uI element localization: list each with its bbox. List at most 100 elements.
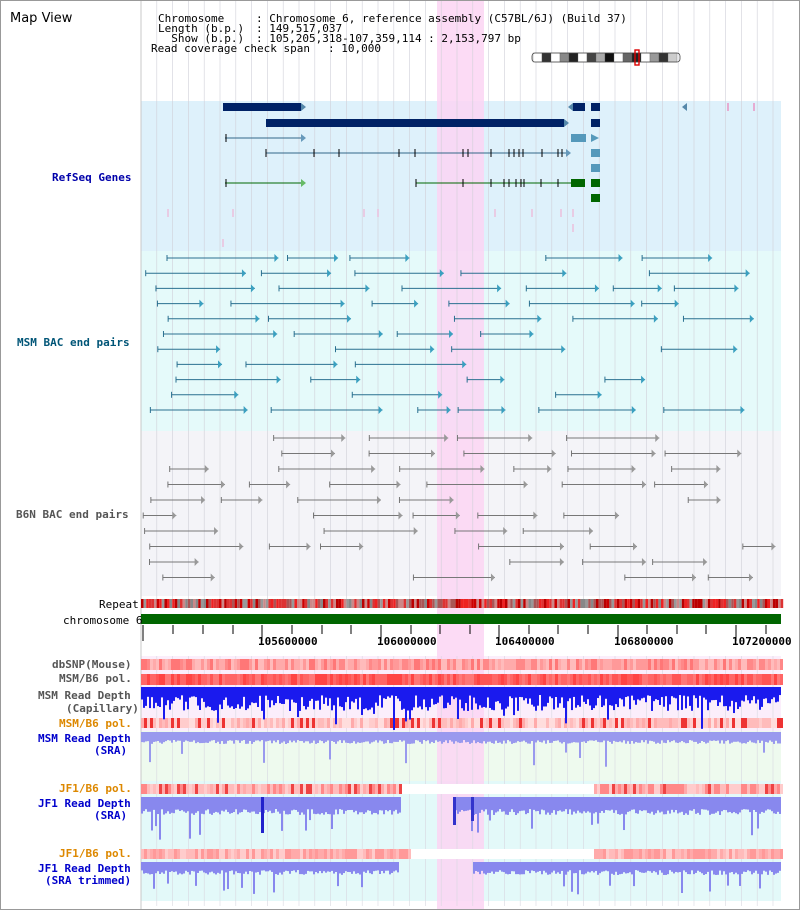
dbsnp-cell [519, 659, 522, 670]
jf1-pol-cell [420, 849, 423, 859]
msm-pol-cell [489, 674, 492, 685]
track-label-jf1-depth-trim[interactable]: JF1 Read Depth [38, 862, 131, 875]
bac-end-arrow-icon [210, 573, 215, 582]
jf1-pol-cell [612, 784, 615, 794]
track-label-b6n-bac[interactable]: B6N BAC end pairs [16, 508, 129, 521]
msm-sra-depth-bar [619, 732, 621, 742]
msm-pol-cell [348, 674, 351, 685]
msm-pol-cell [273, 674, 276, 685]
msm-pol-cell [753, 674, 756, 685]
repeat-block [411, 599, 414, 608]
msm-sra-depth-bar [473, 732, 475, 741]
jf1-pol-cell [573, 784, 576, 794]
jf1-depth-bar [695, 797, 697, 814]
jf1-depth-bar [649, 797, 651, 814]
dbsnp-cell [672, 659, 675, 670]
jf1-trim-depth-bar [477, 862, 479, 872]
dbsnp-cell [657, 659, 660, 670]
length-key: Length (b.p.) [158, 22, 245, 35]
jf1-depth-bar [567, 797, 569, 815]
jf1-pol-cell [732, 784, 735, 794]
jf1-depth-bar [359, 797, 361, 813]
jf1-trim-depth-bar [331, 862, 333, 871]
jf1-trim-depth-bar [701, 862, 703, 874]
repeat-block [211, 599, 214, 608]
msm-depth-bar [463, 687, 465, 711]
coverage-key: Read coverage check span [151, 42, 310, 55]
track-label-jf1-pol-2[interactable]: JF1/B6 pol. [59, 847, 132, 860]
jf1-depth-bar [395, 797, 397, 810]
jf1-depth-bar [701, 797, 703, 810]
msm-pol-cell [456, 718, 459, 728]
repeat-block [546, 599, 550, 608]
track-label-msm-depth-sra[interactable]: MSM Read Depth [38, 732, 131, 745]
msm-pol-cell [456, 674, 459, 685]
dbsnp-cell [222, 659, 225, 670]
dbsnp-cell [444, 659, 447, 670]
msm-depth-bar [187, 687, 189, 710]
show-value: : 105,205,318-107,359,114 : 2,153,797 bp [256, 32, 521, 45]
jf1-pol-cell [339, 784, 342, 794]
track-label-jf1-depth[interactable]: JF1 Read Depth [38, 797, 131, 810]
track-label-msm-bac[interactable]: MSM BAC end pairs [17, 336, 130, 349]
jf1-depth-bar [707, 797, 709, 811]
msm-sra-depth-bar [353, 732, 355, 742]
track-label-refseq[interactable]: RefSeq Genes [52, 171, 132, 184]
msm-pol-cell [666, 674, 669, 685]
jf1-depth-bar [739, 797, 741, 813]
msm-depth-bar [739, 687, 741, 707]
msm-depth-bar [371, 687, 373, 708]
repeat-block [271, 599, 274, 608]
jf1-trim-depth-bar [725, 862, 727, 875]
track-label-dbsnp[interactable]: dbSNP(Mouse) [52, 658, 132, 671]
msm-depth-bar [497, 687, 499, 702]
track-label-msm-pol-1[interactable]: MSM/B6 pol. [59, 672, 132, 685]
jf1-pol-cell [651, 849, 654, 859]
jf1-depth-bar [323, 797, 325, 815]
jf1-pol-cell [480, 849, 483, 859]
jf1-pol-cell [732, 849, 735, 859]
bac-end-arrow-icon [749, 314, 754, 323]
jf1-trim-depth-bar [667, 862, 669, 875]
dbsnp-cell [696, 659, 699, 670]
jf1-pol-cell [669, 784, 672, 794]
dbsnp-cell [342, 659, 345, 670]
msm-pol-cell [483, 674, 486, 685]
msm-sra-depth-bar [141, 732, 143, 743]
msm-sra-depth-bar [367, 732, 369, 742]
jf1-pol-cell [483, 849, 486, 859]
msm-sra-depth-bar [691, 732, 693, 741]
msm-depth-bar [381, 687, 383, 708]
track-label-msm-pol-2[interactable]: MSM/B6 pol. [59, 717, 132, 730]
msm-sra-depth-bar [699, 732, 701, 743]
jf1-pol-cell [177, 784, 180, 794]
jf1-depth-bar [563, 797, 565, 812]
jf1-trim-depth-bar [541, 862, 543, 875]
jf1-trim-depth-bar [747, 862, 749, 871]
msm-depth-bar [255, 687, 257, 703]
jf1-pol-cell [339, 849, 342, 859]
msm-pol-cell [678, 718, 681, 728]
jf1-pol-cell [543, 849, 546, 859]
msm-pol-cell [546, 674, 549, 685]
jf1-trim-depth-bar [615, 862, 617, 872]
jf1-pol-cell [351, 784, 354, 794]
msm-pol-cell [594, 718, 597, 728]
msm-pol-cell [504, 718, 507, 728]
jf1-depth-bar [635, 797, 637, 814]
jf1-depth-bar [309, 797, 311, 821]
jf1-trim-depth-bar [391, 862, 393, 873]
msm-depth-bar [309, 687, 311, 701]
msm-sra-depth-bar [403, 732, 405, 741]
msm-depth-bar [693, 687, 695, 696]
msm-depth-bar [667, 687, 669, 711]
repeat-block [653, 599, 656, 608]
track-label-jf1-pol-1[interactable]: JF1/B6 pol. [59, 782, 132, 795]
jf1-depth-bar [157, 797, 159, 815]
msm-pol-cell [426, 674, 429, 685]
track-label-repeat[interactable]: Repeat [99, 598, 139, 611]
track-label-msm-depth-cap[interactable]: MSM Read Depth [38, 689, 131, 702]
msm-depth-bar [765, 687, 767, 699]
jf1-depth-bar [197, 797, 199, 812]
